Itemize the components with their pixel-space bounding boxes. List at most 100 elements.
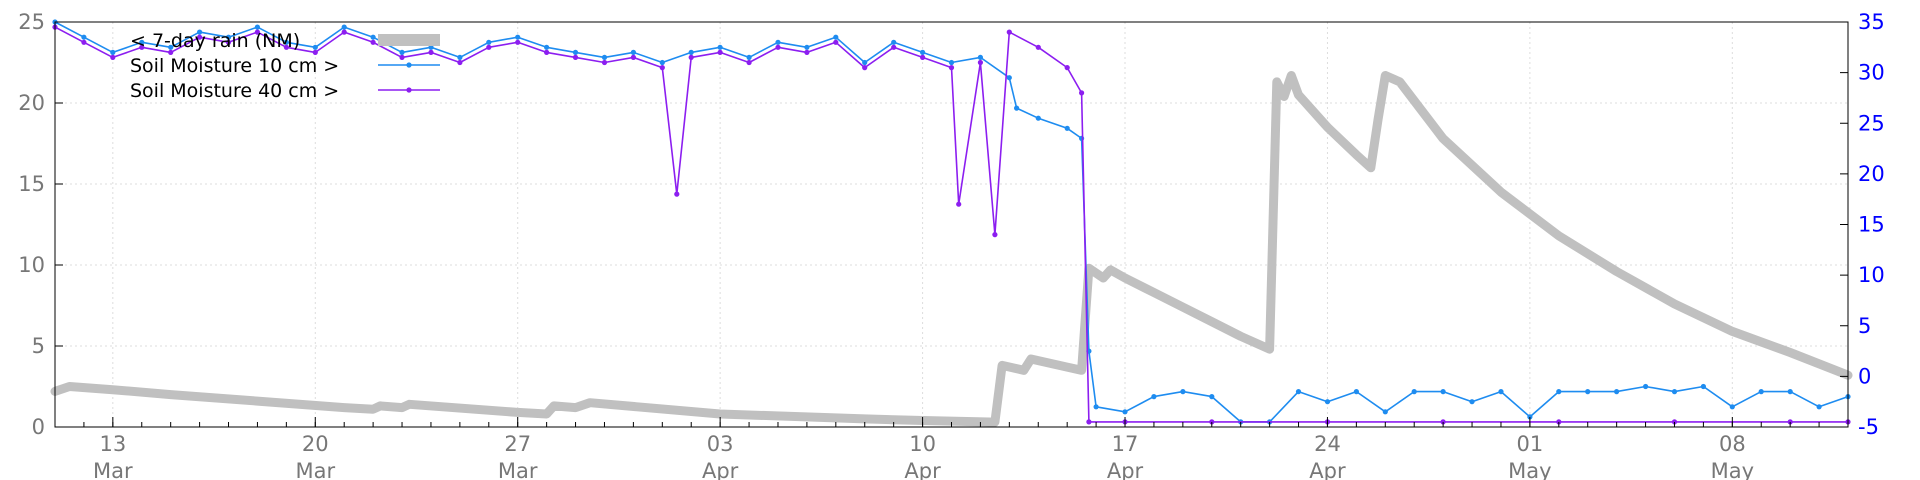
right-y-tick-label: -5 xyxy=(1858,415,1879,439)
data-point xyxy=(1006,29,1012,35)
data-point xyxy=(717,44,723,50)
x-tick-month-label: Apr xyxy=(702,459,739,480)
data-point xyxy=(1440,419,1446,425)
right-y-tick-label: 30 xyxy=(1858,61,1885,85)
data-point xyxy=(81,34,87,40)
data-point xyxy=(225,34,232,40)
data-point xyxy=(197,29,203,35)
data-point xyxy=(572,49,579,56)
x-tick-day-label: 17 xyxy=(1112,432,1139,456)
data-point xyxy=(572,54,579,61)
right-y-tick-label: 35 xyxy=(1858,10,1885,34)
data-point xyxy=(1585,389,1591,395)
data-point xyxy=(833,39,839,45)
data-point xyxy=(601,54,608,61)
x-tick-month-label: Mar xyxy=(93,459,133,480)
data-point xyxy=(1093,404,1099,410)
data-point xyxy=(81,39,87,45)
data-point xyxy=(717,49,723,56)
data-point xyxy=(110,54,116,61)
right-y-tick-label: 20 xyxy=(1858,162,1885,186)
legend: < 7-day rain (NM) Soil Moisture 10 cm > So… xyxy=(130,30,440,102)
x-tick-day-label: 10 xyxy=(909,432,936,456)
data-point xyxy=(283,44,289,50)
data-point xyxy=(457,59,463,66)
right-y-tick-label: 0 xyxy=(1858,364,1871,388)
data-point xyxy=(428,49,434,56)
data-point xyxy=(110,49,116,56)
data-point xyxy=(139,39,145,45)
right-y-tick-label: 15 xyxy=(1858,213,1885,237)
data-point xyxy=(1816,404,1822,410)
data-point xyxy=(674,191,680,197)
series-line-7-day-rain-nm xyxy=(50,71,1853,427)
data-point xyxy=(688,49,694,56)
data-point xyxy=(1180,389,1186,395)
data-point xyxy=(1014,105,1020,111)
data-point xyxy=(601,59,608,66)
x-tick-day-label: 03 xyxy=(707,432,734,456)
x-tick-day-label: 27 xyxy=(504,432,531,456)
data-point xyxy=(891,39,897,45)
data-point xyxy=(1643,383,1649,390)
data-point xyxy=(659,65,665,71)
data-point xyxy=(746,54,752,61)
data-point xyxy=(312,49,318,56)
legend-swatch-point xyxy=(406,87,412,93)
data-point xyxy=(370,39,376,45)
left-y-tick-label: 0 xyxy=(32,415,45,439)
data-point xyxy=(1035,115,1041,121)
x-tick-month-label: Mar xyxy=(295,459,335,480)
series-layer xyxy=(50,19,1853,427)
data-point xyxy=(1469,399,1475,405)
data-point xyxy=(1440,389,1446,395)
data-point xyxy=(486,44,492,50)
data-point xyxy=(1614,389,1620,395)
series-7-day-rain-nm xyxy=(50,71,1853,427)
data-point xyxy=(746,59,752,66)
data-point xyxy=(948,59,955,66)
data-point xyxy=(515,34,521,40)
data-point xyxy=(225,39,232,45)
x-tick-day-label: 01 xyxy=(1517,432,1544,456)
data-point xyxy=(1556,389,1562,395)
data-point xyxy=(168,49,174,56)
data-point xyxy=(1295,389,1302,395)
series-soil-moisture-10-cm xyxy=(52,19,1851,425)
data-point xyxy=(1122,409,1128,415)
data-point xyxy=(1787,389,1793,395)
data-point xyxy=(992,232,998,238)
data-point xyxy=(515,39,521,45)
x-tick-month-label: Apr xyxy=(1309,459,1346,480)
data-point xyxy=(1411,389,1417,395)
data-point xyxy=(775,44,781,50)
x-tick-day-label: 08 xyxy=(1719,432,1746,456)
data-point xyxy=(833,34,839,40)
data-point xyxy=(341,24,347,30)
data-point xyxy=(1064,65,1070,71)
data-point xyxy=(1700,383,1706,390)
data-point xyxy=(630,54,637,61)
left-y-tick-label: 10 xyxy=(18,253,45,277)
x-tick-month-label: Apr xyxy=(904,459,941,480)
data-point xyxy=(1209,394,1215,400)
legend-label: < 7-day rain (NM) xyxy=(130,30,300,52)
data-point xyxy=(1079,90,1085,96)
x-tick-month-label: Apr xyxy=(1107,459,1144,480)
data-point xyxy=(804,44,810,50)
legend-label: Soil Moisture 40 cm > xyxy=(130,80,339,102)
data-point xyxy=(197,34,203,40)
data-point xyxy=(399,54,405,61)
axes: 0 5 10 15 20 25 -5 0 5 10 15 20 25 30 35 13 Mar 20 Mar 27 Ma… xyxy=(18,10,1884,480)
data-point xyxy=(1382,409,1388,415)
left-y-tick-label: 5 xyxy=(32,334,45,358)
data-point xyxy=(1151,394,1157,400)
legend-label: Soil Moisture 10 cm > xyxy=(130,55,339,77)
data-point xyxy=(457,54,463,61)
data-point xyxy=(1064,125,1070,131)
data-point xyxy=(168,44,174,50)
data-point xyxy=(399,49,405,56)
data-point xyxy=(775,39,781,45)
data-point xyxy=(1035,44,1041,50)
data-point xyxy=(544,44,550,50)
